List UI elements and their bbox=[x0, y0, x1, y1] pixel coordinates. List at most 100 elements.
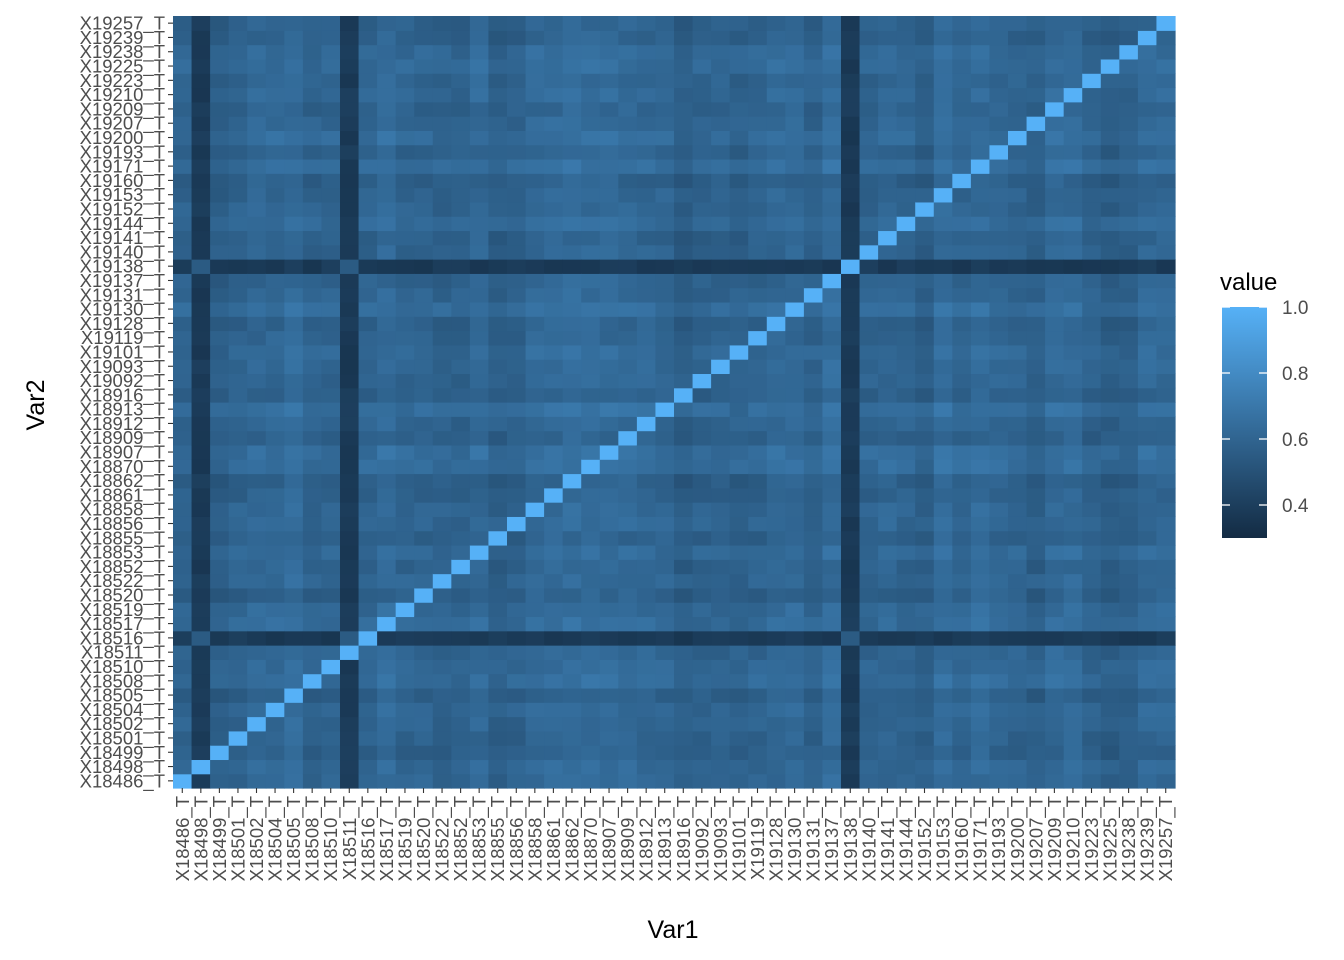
heatmap-cell bbox=[581, 373, 601, 389]
heatmap-cell bbox=[1156, 301, 1176, 317]
heatmap-cell bbox=[228, 416, 248, 432]
heatmap-cell bbox=[1008, 687, 1028, 703]
y-tick-label: X19092_T bbox=[80, 370, 165, 392]
heatmap-cell bbox=[358, 173, 378, 189]
heatmap-cell bbox=[525, 716, 545, 732]
heatmap-cell bbox=[803, 530, 824, 546]
y-tick-label: X18499_T bbox=[80, 742, 165, 764]
heatmap-cell bbox=[970, 116, 991, 131]
heatmap-cell bbox=[1026, 716, 1046, 732]
heatmap-cell bbox=[859, 730, 879, 746]
heatmap-cell bbox=[1119, 602, 1139, 618]
heatmap-cell bbox=[841, 330, 861, 346]
y-tick-label: X18486_T bbox=[80, 770, 165, 792]
heatmap-cell bbox=[1008, 730, 1028, 746]
heatmap-cell bbox=[1045, 730, 1065, 746]
heatmap-cell bbox=[674, 573, 694, 589]
heatmap-cell bbox=[210, 216, 230, 232]
heatmap-cell bbox=[692, 544, 712, 560]
heatmap-cell bbox=[247, 273, 267, 289]
heatmap-cell bbox=[358, 373, 378, 389]
heatmap-cell bbox=[711, 73, 731, 89]
heatmap-cell bbox=[340, 616, 360, 632]
heatmap-cell bbox=[581, 416, 601, 432]
heatmap-cell bbox=[191, 745, 211, 761]
heatmap-cell bbox=[340, 187, 360, 203]
heatmap-cell bbox=[674, 130, 694, 146]
heatmap-cell bbox=[655, 759, 675, 775]
heatmap-cell bbox=[655, 473, 675, 489]
heatmap-cell bbox=[1137, 402, 1158, 417]
heatmap-cell bbox=[989, 473, 1009, 489]
heatmap-cell bbox=[358, 773, 378, 789]
heatmap-cell bbox=[989, 201, 1009, 217]
heatmap-cell bbox=[173, 316, 193, 332]
heatmap-cell bbox=[488, 359, 508, 375]
heatmap-cell bbox=[395, 502, 415, 517]
heatmap-cell bbox=[321, 101, 341, 117]
heatmap-cell bbox=[1100, 645, 1120, 660]
heatmap-cell bbox=[377, 230, 397, 246]
heatmap-cell bbox=[748, 773, 768, 789]
x-tick-label: X18870_T bbox=[580, 796, 602, 881]
heatmap-cell bbox=[488, 158, 508, 174]
heatmap-cell bbox=[581, 487, 601, 503]
heatmap-cell bbox=[1100, 101, 1120, 117]
heatmap-cell bbox=[321, 559, 341, 575]
heatmap-cell bbox=[284, 344, 304, 360]
x-tick-label: X18505_T bbox=[283, 796, 305, 881]
heatmap-cell bbox=[1156, 773, 1176, 789]
heatmap-cell bbox=[859, 516, 879, 532]
heatmap-cell bbox=[766, 287, 786, 303]
heatmap-cell bbox=[1045, 559, 1065, 575]
heatmap-cell bbox=[841, 387, 861, 403]
heatmap-cell bbox=[878, 87, 898, 103]
heatmap-cell bbox=[1119, 344, 1139, 360]
heatmap-cell bbox=[766, 316, 786, 332]
heatmap-cell bbox=[1063, 645, 1083, 660]
heatmap-cell bbox=[1008, 344, 1028, 360]
heatmap-cell bbox=[469, 645, 490, 660]
heatmap-cell bbox=[748, 416, 768, 432]
heatmap-cell bbox=[970, 544, 991, 560]
heatmap-cell bbox=[247, 516, 267, 532]
heatmap-cell bbox=[321, 616, 341, 632]
heatmap-cell bbox=[1100, 430, 1120, 446]
heatmap-cell bbox=[507, 659, 527, 675]
heatmap-cell bbox=[822, 473, 842, 489]
x-tick-label: X19225_T bbox=[1100, 796, 1122, 881]
heatmap-cell bbox=[358, 158, 378, 174]
heatmap-cell bbox=[395, 416, 415, 432]
heatmap-cell bbox=[358, 316, 378, 332]
heatmap-cell bbox=[822, 130, 842, 146]
heatmap-cell bbox=[451, 587, 471, 603]
heatmap-cell bbox=[1008, 745, 1028, 761]
heatmap-cell bbox=[302, 316, 323, 332]
heatmap-cell bbox=[358, 573, 378, 589]
heatmap-cell bbox=[674, 273, 694, 289]
heatmap-cell bbox=[173, 58, 193, 74]
heatmap-cell bbox=[302, 602, 323, 618]
heatmap-cell bbox=[822, 573, 842, 589]
heatmap-cell bbox=[841, 544, 861, 560]
heatmap-cell bbox=[878, 359, 898, 375]
heatmap-cell bbox=[655, 645, 675, 660]
heatmap-cell bbox=[859, 201, 879, 217]
heatmap-cell bbox=[729, 373, 749, 389]
heatmap-cell bbox=[451, 716, 471, 732]
heatmap-cell bbox=[432, 444, 452, 460]
heatmap-cell bbox=[692, 416, 712, 432]
heatmap-cell bbox=[395, 158, 415, 174]
heatmap-cell bbox=[970, 330, 991, 346]
heatmap-cell bbox=[1063, 544, 1083, 560]
y-tick-label: X19238_T bbox=[80, 41, 165, 63]
heatmap-cell bbox=[785, 602, 805, 618]
heatmap-cell bbox=[1026, 773, 1046, 789]
heatmap-cell bbox=[729, 430, 749, 446]
heatmap-cell bbox=[1045, 87, 1065, 103]
heatmap-cell bbox=[674, 230, 694, 246]
heatmap-cell bbox=[395, 687, 415, 703]
heatmap-cell bbox=[1008, 587, 1028, 603]
heatmap-cell bbox=[1082, 44, 1102, 60]
heatmap-cell bbox=[655, 244, 675, 260]
